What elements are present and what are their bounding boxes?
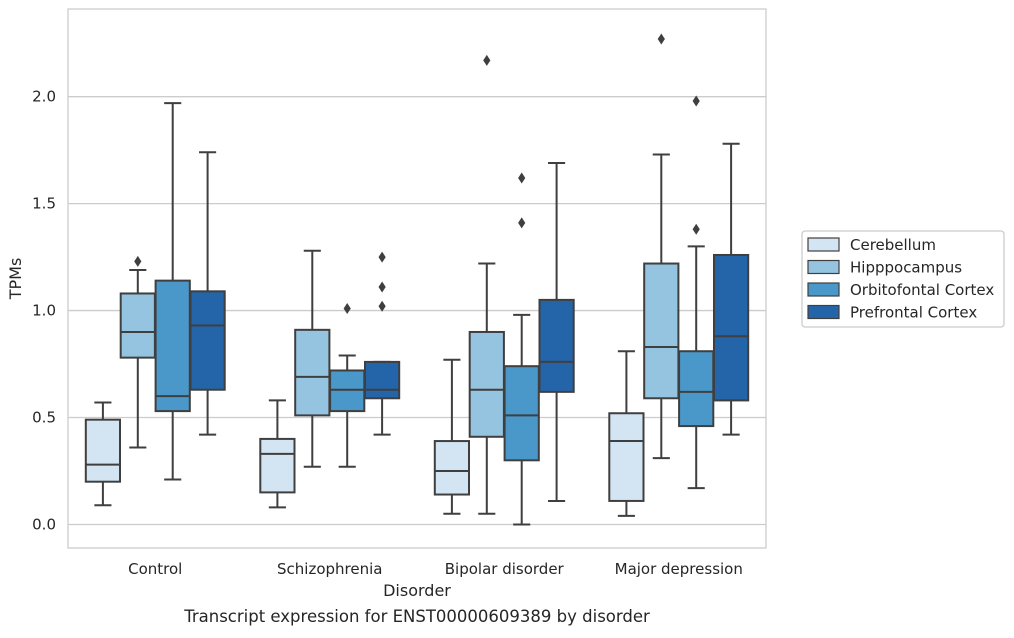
outlier-point	[378, 251, 386, 263]
legend-frame	[801, 230, 1005, 328]
outlier-point	[692, 223, 700, 235]
box-body	[329, 369, 366, 413]
box-0-2	[154, 102, 191, 481]
box-0-0	[84, 401, 122, 507]
legend-swatch	[807, 304, 840, 320]
outlier-point	[518, 172, 526, 184]
legend-swatch	[807, 237, 840, 252]
box-3-2	[678, 95, 715, 490]
box-0-3	[189, 151, 226, 436]
box-2-3	[538, 162, 575, 502]
box-body	[259, 437, 296, 494]
box-1-0	[259, 399, 296, 509]
box-2-2	[503, 172, 540, 526]
outlier-point	[518, 217, 526, 229]
x-tick-label: Schizophrenia	[277, 560, 382, 578]
box-1-1	[294, 249, 331, 468]
box-body	[538, 298, 575, 393]
legend-swatch	[807, 282, 840, 297]
box-body	[189, 290, 226, 391]
x-tick-label: Bipolar disorder	[445, 560, 565, 578]
box-3-1	[643, 33, 680, 460]
outlier-point	[657, 33, 665, 45]
box-body	[119, 292, 156, 359]
outlier-point	[378, 300, 386, 312]
x-axis-ticks: Control Schizophrenia Bipolar disorder Majo…	[128, 560, 743, 578]
legend-label: Cerebellum	[850, 236, 936, 254]
box-body	[433, 440, 471, 496]
box-body	[503, 365, 540, 462]
box-body	[154, 279, 191, 413]
boxes-layer	[84, 33, 750, 526]
box-body	[712, 253, 750, 402]
box-0-1	[119, 255, 156, 449]
x-tick-label: Control	[128, 560, 182, 578]
legend-label: Prefrontal Cortex	[850, 304, 977, 322]
box-body	[608, 412, 645, 502]
legend-label: Hipppocampus	[850, 259, 962, 277]
outlier-point	[343, 302, 351, 314]
y-tick-label: 0.0	[32, 515, 56, 533]
box-3-0	[608, 350, 645, 517]
y-tick-label: 2.0	[32, 88, 56, 106]
legend: Cerebellum Hipppocampus Orbitofontal Corte…	[801, 230, 1005, 328]
box-1-2	[329, 302, 366, 468]
box-1-3	[363, 251, 401, 436]
box-2-1	[468, 54, 505, 515]
y-tick-label: 1.5	[32, 195, 56, 213]
y-tick-label: 1.0	[32, 302, 56, 320]
legend-swatch	[807, 259, 840, 275]
y-axis-ticks: 0.0 0.5 1.0 1.5 2.0	[32, 88, 56, 534]
box-body	[678, 350, 715, 428]
box-body	[294, 328, 331, 417]
box-3-3	[712, 142, 750, 436]
box-2-0	[433, 358, 471, 515]
outlier-point	[378, 281, 386, 293]
chart-caption: Transcript expression for ENST0000060938…	[183, 607, 650, 626]
outlier-point	[134, 255, 142, 267]
box-body	[363, 360, 401, 400]
plot-frame	[67, 8, 767, 549]
y-axis-title: TPMs	[6, 258, 25, 301]
x-tick-label: Major depression	[615, 560, 743, 578]
box-body	[468, 330, 505, 438]
outlier-point	[692, 95, 700, 107]
y-tick-label: 0.5	[32, 409, 56, 427]
x-axis-title: Disorder	[383, 581, 451, 600]
box-body	[643, 262, 680, 400]
legend-label: Orbitofontal Cortex	[850, 281, 994, 299]
box-body	[84, 418, 122, 483]
outlier-point	[483, 54, 491, 66]
